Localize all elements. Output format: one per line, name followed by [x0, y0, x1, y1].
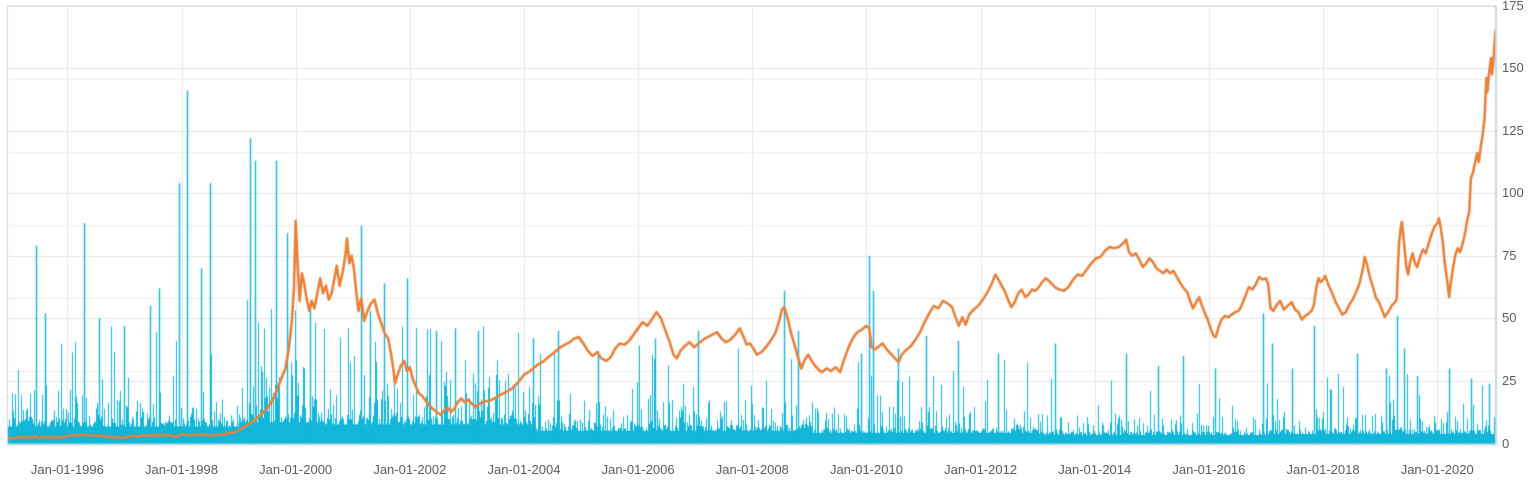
x-axis-tick-label: Jan-01-1996: [30, 462, 104, 477]
y-axis-tick-label: 75: [1502, 247, 1517, 263]
x-axis-tick-label: Jan-01-2020: [1400, 462, 1474, 477]
x-axis-tick-label: Jan-01-2004: [487, 462, 561, 477]
x-axis-tick-label: Jan-01-2012: [944, 462, 1018, 477]
x-axis-tick-label: Jan-01-2008: [715, 462, 789, 477]
x-axis-tick-label: Jan-01-1998: [145, 462, 218, 477]
x-axis-tick-label: Jan-01-2014: [1058, 462, 1132, 477]
x-axis-tick-label: Jan-01-2002: [373, 462, 447, 477]
y-axis-tick-label: 125: [1502, 122, 1524, 138]
y-axis-tick-label: 25: [1502, 373, 1517, 389]
x-axis-tick-label: Jan-01-2010: [829, 462, 903, 477]
y-axis-tick-label: 0: [1502, 435, 1510, 451]
y-axis-tick-label: 100: [1502, 185, 1524, 201]
x-axis-tick-label: Jan-01-2016: [1172, 462, 1246, 477]
y-axis-tick-label: 150: [1502, 60, 1524, 76]
x-axis-tick-label: Jan-01-2000: [259, 462, 333, 477]
y-axis-tick-label: 175: [1502, 0, 1524, 13]
x-axis-tick-label: Jan-01-2006: [601, 462, 675, 477]
y-axis-tick-label: 50: [1502, 310, 1517, 326]
x-axis-tick-label: Jan-01-2018: [1286, 462, 1360, 477]
